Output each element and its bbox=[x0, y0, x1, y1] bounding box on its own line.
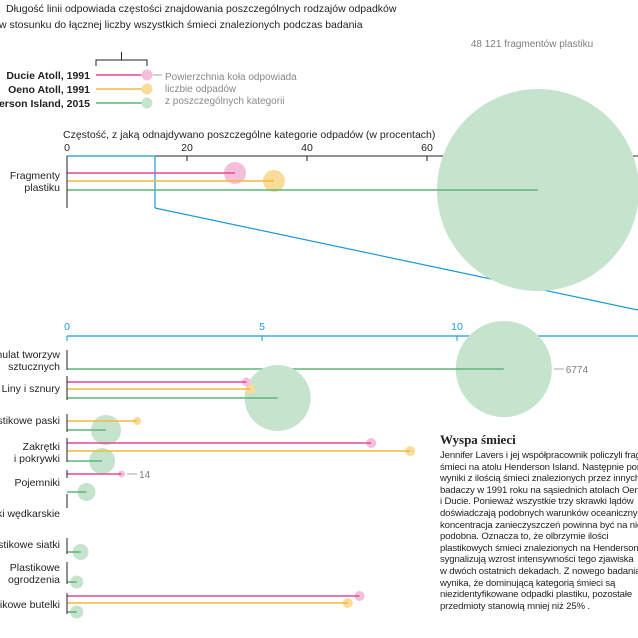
legend-label-2: Oeno Atoll, 1991 bbox=[8, 84, 90, 96]
legend-description-line-1: Długość linii odpowiada częstości znajdo… bbox=[6, 3, 397, 15]
legend-circle-3 bbox=[141, 97, 153, 109]
chart1-category-label-line-2: plastiku bbox=[24, 182, 60, 194]
chart1-tick-label-60: 60 bbox=[421, 142, 433, 154]
chart2-category-label-line-1: Zakrętki bbox=[23, 441, 60, 453]
chart2-category-label-line-1: Granulat tworzyw bbox=[0, 349, 60, 361]
legend-circle-note-line-1: Powierzchnia koła odpowiada bbox=[165, 72, 297, 83]
chart2-category-label-line-1: Plastikowe butelki bbox=[0, 599, 60, 611]
chart2-category-label-line-1: Plastikowe bbox=[10, 562, 60, 574]
chart2-category-2: Liny i sznury bbox=[2, 365, 311, 431]
sidebar-body-line: niezidentyfikowane odpadki plastiku, poz… bbox=[440, 589, 633, 601]
chart2-category-label-line-2: ogrodzenia bbox=[8, 574, 60, 586]
zoom-connector bbox=[154, 207, 638, 311]
sidebar-body-line: wyniki z ilością śmieci znalezionych prz… bbox=[440, 473, 638, 485]
sidebar-body-line: w dwóch ostatnich dekadach. Z nowego bad… bbox=[440, 565, 638, 577]
sidebar-body-line: plastikowych śmieci znalezionych na Hend… bbox=[440, 542, 638, 554]
sidebar-article: Wyspa śmieci Jennifer Lavers i jej współ… bbox=[440, 432, 638, 612]
sidebar-body-line: przedmioty stanowią mniej niż 25% . bbox=[440, 600, 590, 612]
chart2-tick-label-10: 10 bbox=[451, 321, 463, 333]
legend: Długość linii odpowiada częstości znajdo… bbox=[0, 3, 397, 110]
legend-series-rows: Ducie Atoll, 1991 Oeno Atoll, 1991 Henders… bbox=[0, 69, 162, 110]
zoom-box-top bbox=[67, 155, 156, 208]
chart2-category-6: Żyłki wędkarskie bbox=[0, 483, 96, 520]
chart1-category-label-line-1: Fragmenty bbox=[10, 170, 61, 182]
sidebar-body-line: Jennifer Lavers i jej współpracownik pol… bbox=[440, 450, 638, 461]
legend-circle-note-line-3: z poszczególnych kategorii bbox=[165, 96, 285, 107]
sidebar-body-line: sygnalizują wzrost intensywności tego zj… bbox=[440, 554, 634, 566]
chart1-x-axis-label: Częstość, z jaką odnajdywano poszczególn… bbox=[63, 129, 435, 141]
legend-circle-note-line-2: liczbie odpadów bbox=[165, 84, 237, 95]
chart2-category-label-line-1: Pojemniki bbox=[14, 477, 60, 489]
legend-description-line-2: w stosunku do łącznej liczby wszystkich … bbox=[0, 19, 363, 31]
sidebar-body-line: doświadczają podobnych warunków oceanicz… bbox=[440, 507, 638, 519]
sidebar-body-line: podobna. Oznacza to, że olbrzymie ilości bbox=[440, 531, 609, 543]
chart2-category-label-line-1: Żyłki wędkarskie bbox=[0, 507, 60, 520]
legend-bracket bbox=[95, 52, 148, 66]
sidebar-body-line: wynika, że dominującą kategorią śmieci s… bbox=[440, 577, 616, 589]
chart1-tick-label-0: 0 bbox=[64, 142, 70, 154]
legend-circle-1 bbox=[141, 69, 153, 81]
sidebar-body-line: badaczy w 1991 roku na sąsiednich atolac… bbox=[440, 484, 638, 496]
legend-circle-2 bbox=[141, 83, 153, 95]
chart2-category-label-line-1: Plastikowe paski bbox=[0, 415, 60, 427]
sidebar-body-line: śmieci na atolu Henderson Island. Następ… bbox=[440, 461, 638, 473]
legend-bracket-line bbox=[95, 59, 148, 66]
chart2-annotation: 14 bbox=[139, 470, 151, 481]
chart2-category-7: Plastikowe siatki bbox=[0, 538, 89, 560]
chart-area: Częstość, z jaką odnajdywano poszczególn… bbox=[0, 39, 638, 619]
chart2-category-3: Plastikowe paski bbox=[0, 414, 142, 445]
sidebar-body: Jennifer Lavers i jej współpracownik pol… bbox=[440, 450, 638, 612]
chart2-tick-label-0: 0 bbox=[64, 321, 70, 333]
sidebar-title: Wyspa śmieci bbox=[440, 432, 516, 447]
chart1-tick-label-40: 40 bbox=[301, 142, 313, 154]
chart2-category-9: Plastikowe butelki bbox=[0, 591, 365, 619]
chart2-tick-label-5: 5 bbox=[259, 321, 265, 333]
sidebar-body-line: koncentracja zanieczyszczeń powinna być … bbox=[440, 519, 638, 531]
chart2-category-label-line-1: Plastikowe siatki bbox=[0, 539, 60, 551]
chart2-category-label-line-2: sztucznych bbox=[8, 361, 60, 373]
chart2-category-label-line-2: i pokrywki bbox=[14, 453, 60, 465]
chart1-annotation: 48 121 fragmentów plastiku bbox=[471, 39, 593, 50]
chart2-category-5: Pojemniki 14 bbox=[14, 470, 151, 489]
legend-label-1: Ducie Atoll, 1991 bbox=[6, 70, 90, 82]
chart2-annotation: 6774 bbox=[566, 365, 589, 376]
sidebar-body-line: i Ducie. Ponieważ wszystkie trzy skrawki… bbox=[440, 496, 634, 508]
chart2-category-label-line-1: Liny i sznury bbox=[2, 383, 61, 395]
chart1-tick-label-20: 20 bbox=[181, 142, 193, 154]
legend-label-3: Henderson Island, 2015 bbox=[0, 98, 90, 110]
